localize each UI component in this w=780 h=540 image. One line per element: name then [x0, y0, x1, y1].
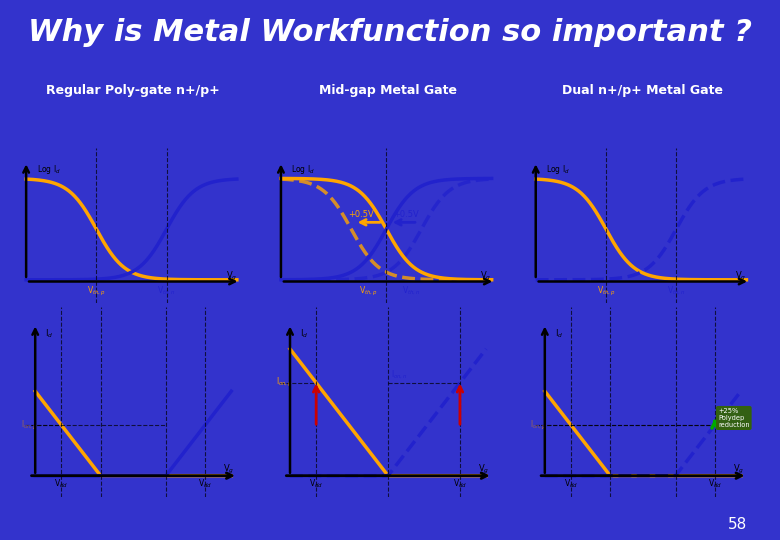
Text: V$_g$: V$_g$	[223, 463, 235, 476]
Text: Why is Metal Workfunction so important ?: Why is Metal Workfunction so important ?	[28, 18, 752, 47]
Text: V$_{th,p}$: V$_{th,p}$	[87, 285, 106, 298]
Text: I$_d$: I$_d$	[555, 328, 563, 340]
Text: I$_{on,p}$: I$_{on,p}$	[275, 376, 292, 389]
Text: V$_{th,n}$: V$_{th,n}$	[158, 285, 176, 297]
Text: Log I$_d$: Log I$_d$	[37, 163, 61, 176]
Text: I$_{on,p}$: I$_{on,p}$	[530, 418, 548, 431]
Text: V$_{th,n}$: V$_{th,n}$	[667, 285, 686, 297]
Text: 58: 58	[729, 517, 747, 532]
Text: V$_{th,n}$: V$_{th,n}$	[402, 285, 420, 297]
Text: +25%
Polydep
reduction: +25% Polydep reduction	[718, 408, 750, 428]
Text: I$_d$: I$_d$	[45, 328, 53, 340]
Text: V$_g$: V$_g$	[733, 463, 744, 476]
Text: Dual n+/p+ Metal Gate: Dual n+/p+ Metal Gate	[562, 84, 723, 97]
Text: Mid-gap Metal Gate: Mid-gap Metal Gate	[319, 84, 457, 97]
Text: I$_{on,n}$: I$_{on,n}$	[530, 419, 548, 431]
Text: Log I$_d$: Log I$_d$	[546, 163, 570, 176]
Text: V$_{th,p}$: V$_{th,p}$	[360, 285, 378, 298]
Text: V$_{th,p}$: V$_{th,p}$	[597, 285, 615, 298]
Text: V$_{dd}$: V$_{dd}$	[707, 477, 722, 490]
Text: V$_{dd}$: V$_{dd}$	[55, 477, 69, 490]
Text: +0.5V: +0.5V	[348, 210, 374, 219]
Text: V$_g$: V$_g$	[480, 269, 491, 282]
Text: V$_{dd}$: V$_{dd}$	[309, 477, 323, 490]
Text: V$_g$: V$_g$	[735, 269, 746, 282]
Text: I$_d$: I$_d$	[300, 328, 308, 340]
Text: I$_{on,n}$: I$_{on,n}$	[392, 368, 408, 381]
Text: V$_{dd}$: V$_{dd}$	[198, 477, 212, 490]
Text: Log I$_d$: Log I$_d$	[292, 163, 315, 176]
Text: I$_{on,p}$: I$_{on,p}$	[21, 418, 37, 431]
Text: V$_g$: V$_g$	[225, 269, 237, 282]
Text: V$_g$: V$_g$	[478, 463, 489, 476]
Text: +0.5V: +0.5V	[393, 210, 419, 219]
Text: V$_{dd}$: V$_{dd}$	[453, 477, 467, 490]
Text: Regular Poly-gate n+/p+: Regular Poly-gate n+/p+	[46, 84, 220, 97]
Text: V$_{dd}$: V$_{dd}$	[564, 477, 578, 490]
Text: I$_{on,n}$: I$_{on,n}$	[21, 419, 37, 431]
